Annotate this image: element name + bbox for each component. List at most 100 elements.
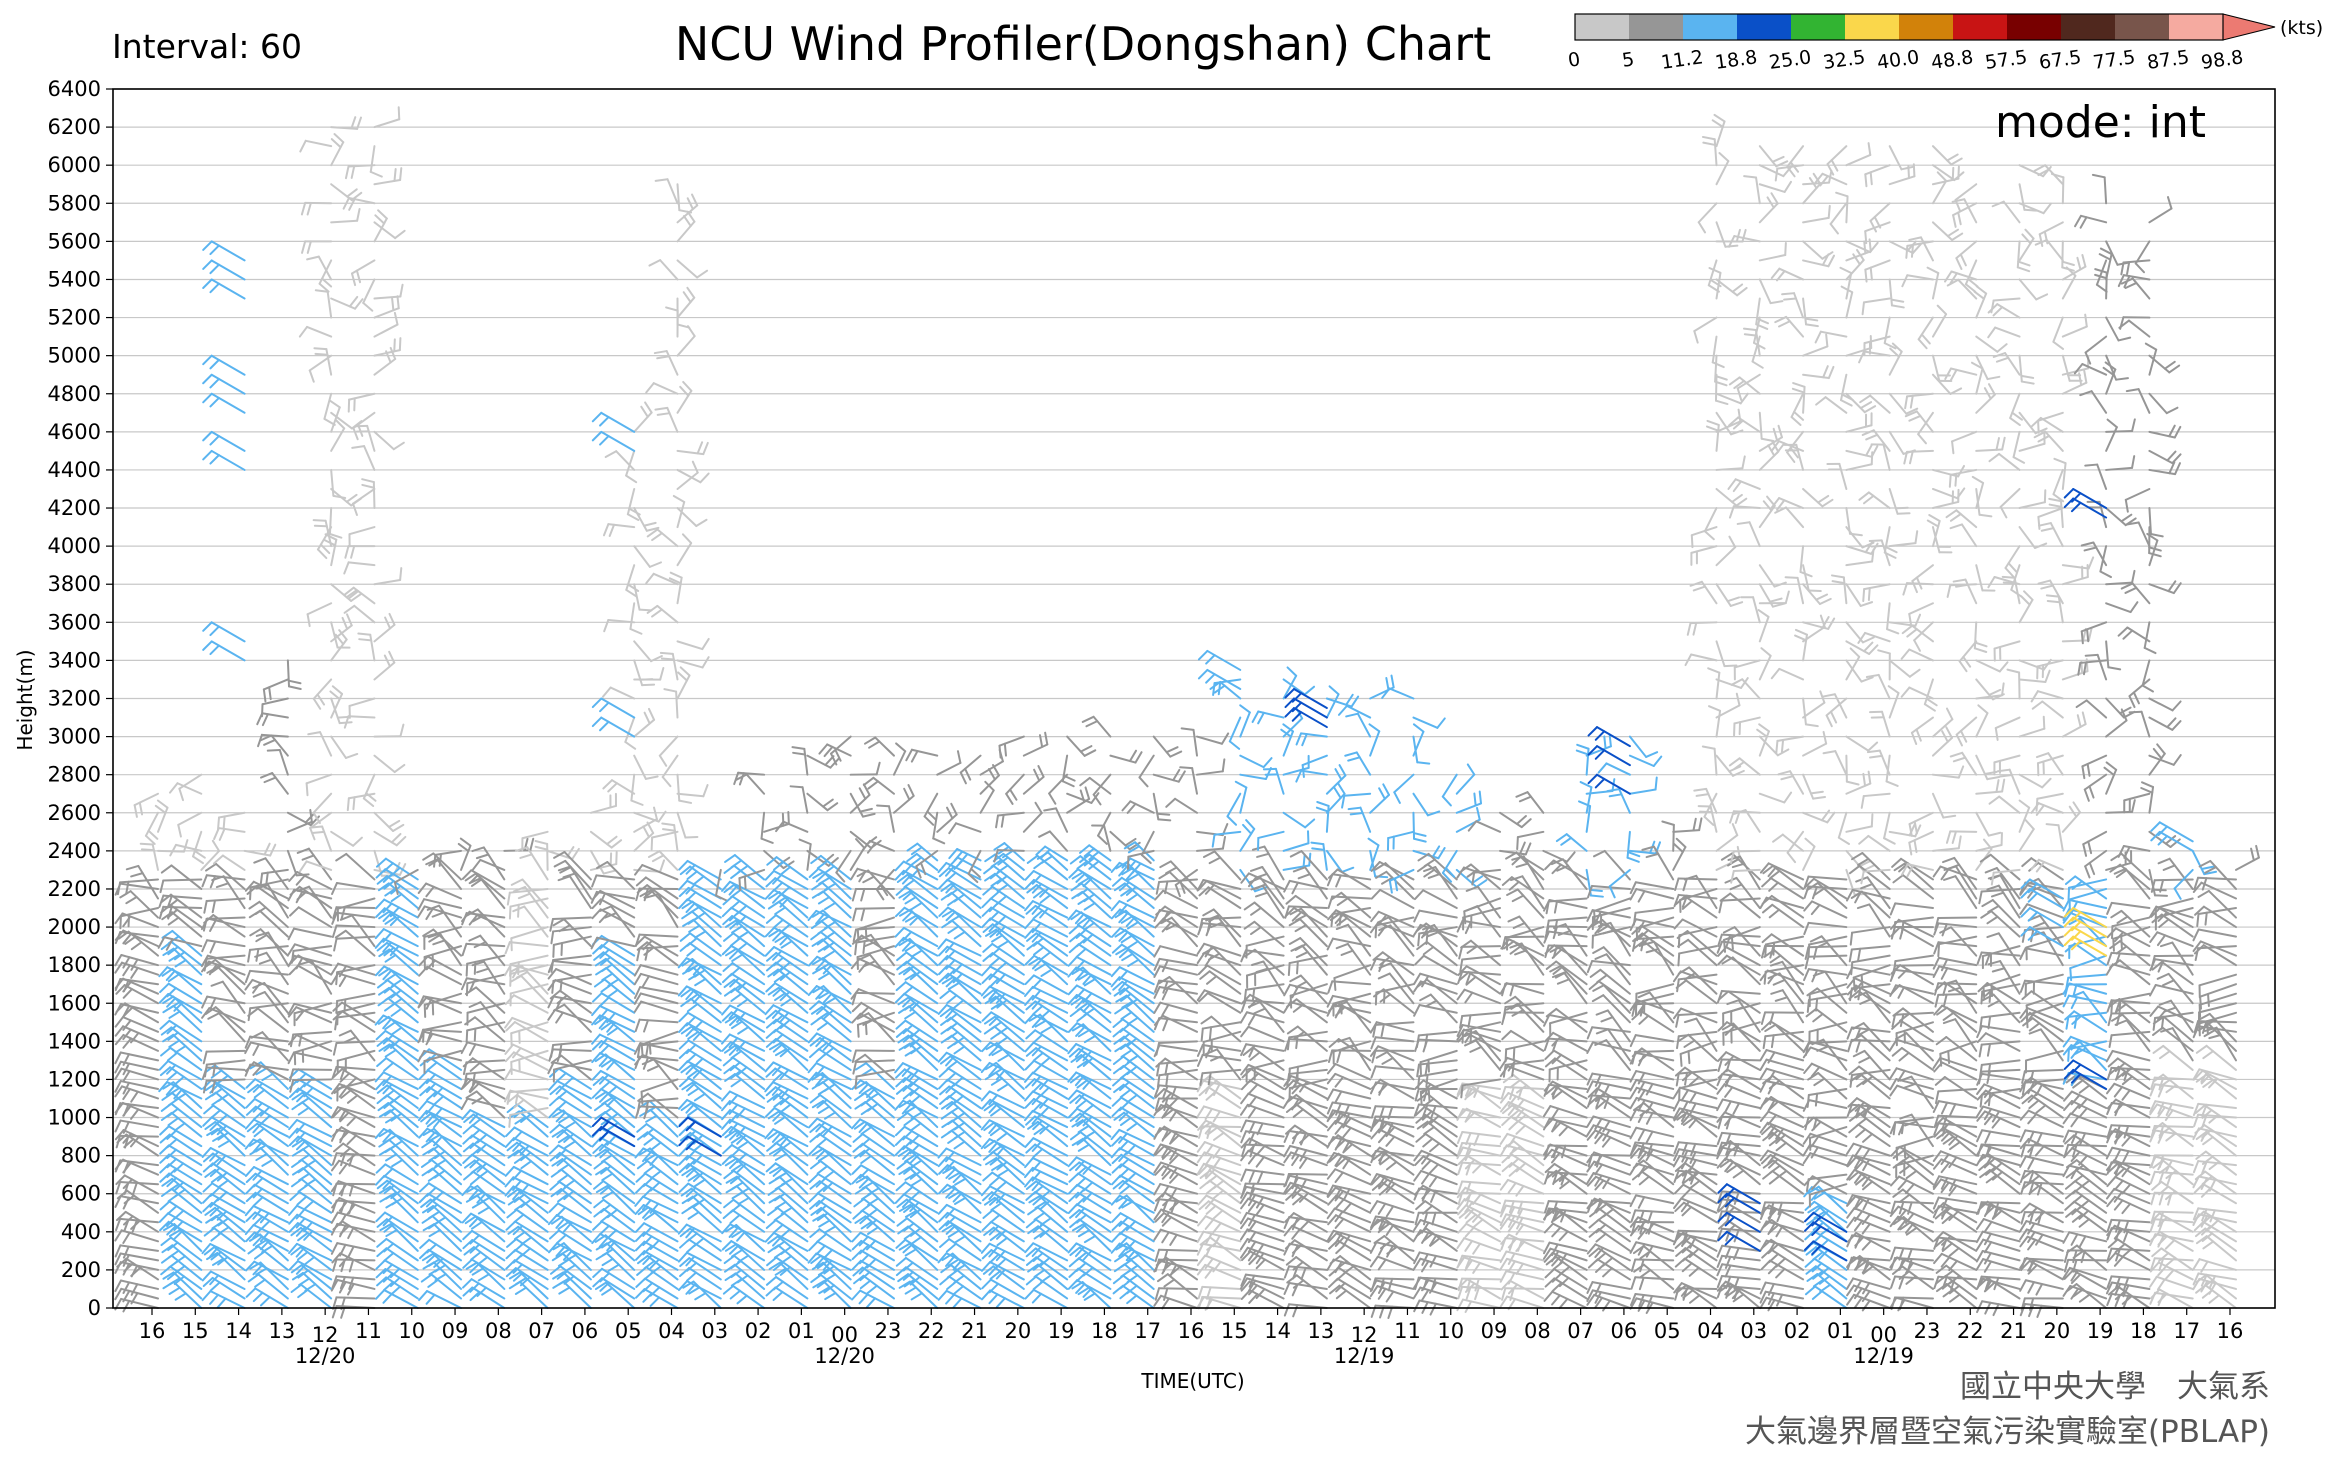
wind-barb	[650, 830, 679, 851]
barb-staff	[599, 1052, 636, 1071]
barb-staff	[385, 941, 419, 967]
barb-staff	[388, 1138, 419, 1167]
barb-flag	[391, 1158, 404, 1168]
barb-staff	[255, 885, 289, 910]
barb-flag	[774, 906, 787, 916]
barb-flag	[418, 1028, 425, 1043]
barb-staff	[218, 811, 246, 819]
barb-flag	[130, 966, 139, 979]
wind-barb	[331, 1107, 376, 1129]
barb-flag	[209, 1157, 221, 1168]
wind-barb	[348, 526, 376, 548]
wind-barb	[646, 528, 679, 548]
wind-barb	[457, 837, 472, 871]
barb-flag	[332, 494, 347, 499]
wind-barb	[462, 1239, 506, 1262]
barb-flag	[981, 1278, 992, 1290]
barb-flag	[330, 1242, 339, 1255]
barb-flag	[765, 1276, 778, 1286]
barb-flag	[608, 523, 616, 537]
barb-flag	[296, 1195, 308, 1206]
barb-staff	[979, 789, 995, 814]
barb-flag	[564, 1120, 577, 1130]
y-tick-label: 2600	[48, 801, 101, 825]
barb-flag	[159, 879, 165, 894]
barb-staff	[120, 961, 159, 976]
barb-staff	[729, 1041, 766, 1062]
barb-flag	[851, 1164, 863, 1175]
wind-barb	[114, 1159, 159, 1174]
barb-flag	[468, 1043, 477, 1056]
barb-flag	[375, 857, 387, 868]
barb-staff	[427, 1182, 463, 1205]
wind-barb	[192, 830, 206, 865]
barb-flag	[204, 1206, 217, 1216]
barb-flag	[169, 843, 177, 857]
barb-flag	[685, 891, 697, 902]
barb-flag	[374, 1014, 385, 1026]
barb-flag	[434, 1273, 447, 1282]
wind-barb	[633, 707, 656, 738]
barb-flag	[351, 502, 358, 516]
barb-flag	[122, 1088, 131, 1101]
wind-barb	[373, 311, 399, 338]
barb-flag	[203, 1227, 216, 1237]
barb-flag	[306, 240, 312, 254]
barb-staff	[166, 966, 203, 986]
x-tick-label: 18	[1091, 1319, 1118, 1343]
wind-barb	[344, 545, 376, 559]
barb-staff	[337, 972, 376, 986]
wind-barb	[169, 843, 203, 857]
wind-barb	[201, 1290, 246, 1309]
barb-staff	[603, 978, 636, 1005]
barb-flag	[602, 869, 617, 875]
barb-flag	[351, 445, 366, 449]
barb-flag	[721, 1100, 731, 1112]
y-tick-label: 3000	[48, 725, 101, 749]
barb-flag	[738, 877, 742, 892]
barb-flag	[209, 940, 217, 954]
barb-flag	[953, 1045, 966, 1055]
barb-staff	[265, 951, 289, 986]
barb-flag	[995, 1297, 1006, 1309]
barb-flag	[330, 962, 340, 975]
barb-flag	[166, 1176, 178, 1188]
wind-barb	[288, 1260, 333, 1281]
barb-flag	[252, 1291, 264, 1303]
wind-barb	[346, 792, 376, 812]
barb-flag	[216, 1124, 228, 1136]
barb-flag	[721, 1118, 731, 1130]
barb-flag	[851, 1231, 862, 1243]
wind-barb	[330, 1211, 376, 1227]
barb-flag	[122, 1028, 132, 1041]
barb-staff	[385, 1094, 419, 1119]
barb-staff	[214, 1006, 246, 1033]
barb-flag	[382, 1293, 393, 1304]
barb-flag	[158, 894, 165, 908]
barb-flag	[422, 928, 435, 937]
barb-staff	[306, 325, 333, 338]
wind-barb	[312, 792, 333, 824]
x-tick-label: 06	[572, 1319, 599, 1343]
barb-flag	[693, 875, 705, 885]
barb-flag	[139, 842, 154, 846]
barb-flag	[244, 1138, 255, 1150]
wind-barb	[330, 1242, 376, 1259]
barb-flag	[287, 1006, 298, 1018]
barb-flag	[860, 907, 866, 922]
barb-flag	[590, 890, 598, 904]
barb-flag	[244, 1205, 255, 1217]
wind-barb	[200, 839, 221, 871]
barb-staff	[335, 1011, 376, 1019]
barb-staff	[465, 942, 506, 948]
wind-barb	[162, 995, 203, 1024]
barb-staff	[639, 992, 679, 1005]
barb-staff	[386, 979, 419, 1005]
barb-flag	[647, 850, 661, 859]
barb-flag	[390, 978, 403, 988]
barb-flag	[438, 852, 442, 867]
wind-barb	[418, 1127, 463, 1148]
barb-flag	[433, 1135, 444, 1147]
barb-flag	[428, 1210, 441, 1220]
wind-barb	[203, 954, 246, 972]
